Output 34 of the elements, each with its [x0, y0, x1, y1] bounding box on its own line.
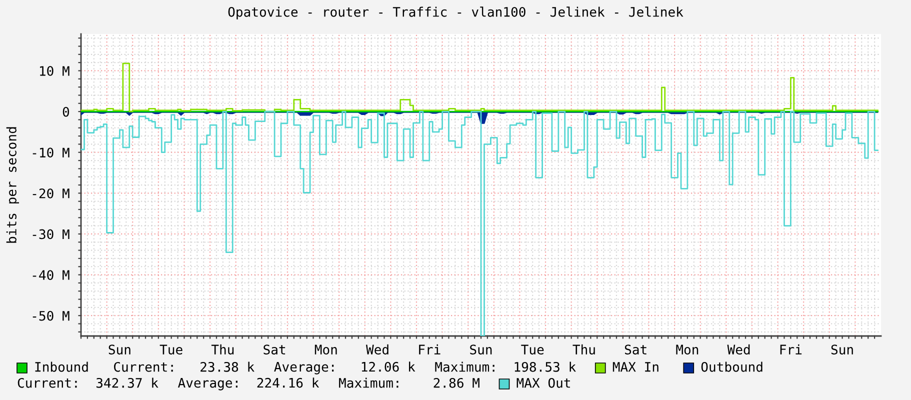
x-tick-label: Thu	[211, 344, 234, 355]
x-tick-label: Mon	[676, 344, 698, 355]
x-tick-label: Tue	[521, 344, 544, 355]
y-axis-title: bits per second	[6, 127, 19, 243]
x-tick-label: Wed	[727, 344, 750, 355]
legend-label: Inbound	[35, 362, 88, 372]
legend-label: MAX Out	[516, 378, 570, 388]
x-tick-label: Sun	[470, 344, 492, 355]
y-tick-label: 0	[62, 106, 70, 117]
y-tick-label: -50 M	[32, 310, 70, 321]
chart-title: Opatovice - router - Traffic - vlan100 - Jelinek - Jelinek	[228, 6, 684, 20]
y-tick-label: -10 M	[32, 148, 70, 158]
text: Current: 23.38 k	[114, 362, 254, 372]
text: Current: 342.37 k	[18, 378, 158, 388]
x-tick-label: Fri	[780, 344, 802, 354]
x-tick-label: Sun	[831, 344, 853, 355]
text: Maximum: 2.86 M	[339, 378, 480, 388]
y-tick-label: -40 M	[32, 270, 70, 280]
y-tick-label: -20 M	[32, 188, 70, 198]
x-tick-label: Sun	[108, 344, 130, 355]
x-tick-label: Tue	[160, 344, 182, 355]
x-tick-label: Fri	[419, 344, 440, 354]
x-tick-label: Sat	[264, 344, 286, 355]
x-tick-label: Sat	[624, 344, 646, 355]
text: Average: 224.16 k	[178, 378, 320, 390]
y-tick-label: -30 M	[32, 229, 70, 240]
legend-label: MAX In	[612, 362, 658, 372]
text: Average: 12.06 k	[274, 362, 416, 374]
x-tick-label: Wed	[366, 344, 388, 355]
x-tick-label: Thu	[572, 344, 595, 355]
legend-label: Outbound	[701, 362, 762, 372]
y-tick-label: 10 M	[40, 66, 70, 76]
text: Maximum: 198.53 k	[435, 362, 576, 372]
x-tick-label: Mon	[314, 344, 337, 355]
